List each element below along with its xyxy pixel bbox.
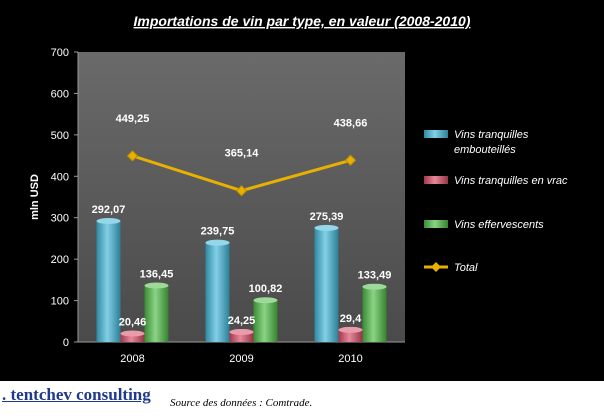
bar: [96, 220, 121, 342]
footer: . tentchev consulting Source des données…: [0, 381, 604, 418]
bar-data-label: 24,25: [228, 315, 256, 327]
bar-cap: [205, 239, 230, 246]
bar-data-label: 275,39: [310, 211, 344, 223]
y-tick-label: 0: [63, 337, 69, 349]
x-tick-label: 2009: [229, 353, 253, 365]
bar: [120, 333, 145, 342]
bar-cap: [96, 217, 121, 224]
y-axis-label: mln USD: [29, 174, 41, 220]
total-data-label: 449,25: [116, 113, 150, 125]
legend-label: Total: [454, 262, 478, 274]
bar-cap: [253, 297, 278, 304]
bar: [338, 329, 363, 342]
bar-data-label: 133,49: [358, 270, 392, 282]
bar-data-label: 29,4: [340, 313, 362, 325]
y-tick-label: 200: [51, 254, 69, 266]
bar: [229, 331, 254, 342]
legend-swatch: [424, 130, 448, 138]
chart: Importations de vin par type, en valeur …: [29, 13, 568, 365]
brand-name: . tentchev consulting: [2, 385, 151, 404]
legend-label: Vins tranquilles en vrac: [454, 175, 568, 187]
bar-data-label: 20,46: [119, 317, 147, 329]
y-tick-label: 300: [51, 213, 69, 225]
total-marker: [235, 185, 248, 197]
legend-swatch: [424, 176, 448, 184]
bar: [205, 242, 230, 342]
total-marker: [126, 150, 139, 162]
bar: [314, 227, 339, 342]
x-tick-label: 2010: [338, 353, 362, 365]
bar-cap: [120, 330, 145, 337]
plot-area: [78, 52, 405, 342]
total-marker: [344, 154, 357, 166]
bar-data-label: 100,82: [249, 283, 283, 295]
source-note: Source des données : Comtrade.: [170, 397, 313, 409]
bar-data-label: 292,07: [92, 204, 126, 216]
legend-swatch: [424, 220, 448, 228]
bar-data-label: 136,45: [140, 268, 174, 280]
y-tick-label: 600: [51, 88, 69, 100]
total-data-label: 438,66: [334, 117, 368, 129]
bar: [362, 286, 387, 342]
bar-data-label: 239,75: [201, 226, 235, 238]
legend: Vins tranquilles embouteillés Vins tranqui…: [424, 129, 568, 274]
bar-cap: [314, 224, 339, 231]
y-tick-label: 100: [51, 296, 69, 308]
y-tick-label: 500: [51, 130, 69, 142]
bar: [253, 300, 278, 342]
bar-cap: [144, 282, 169, 289]
total-data-label: 365,14: [225, 148, 260, 160]
bar: [144, 285, 169, 342]
bar-cap: [338, 326, 363, 333]
legend-label: Vins effervescents: [454, 219, 544, 231]
chart-title: Importations de vin par type, en valeur …: [134, 13, 471, 29]
bar-cap: [229, 328, 254, 335]
legend-marker: [431, 262, 441, 272]
y-tick-label: 400: [51, 171, 69, 183]
legend-label: Vins tranquilles embouteillés: [454, 129, 529, 156]
bar-cap: [362, 283, 387, 290]
x-tick-label: 2008: [120, 353, 144, 365]
y-tick-label: 700: [51, 47, 69, 59]
